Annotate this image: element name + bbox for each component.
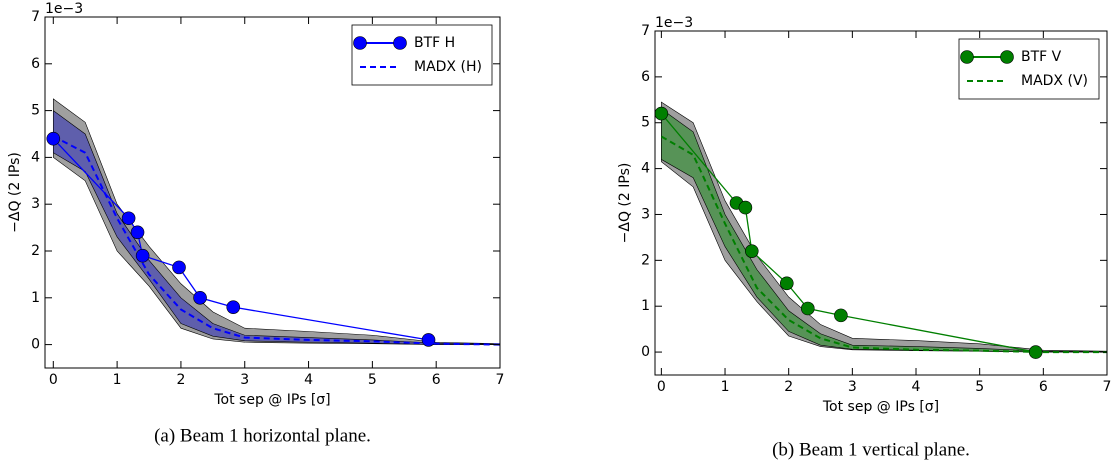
legend-label: MADX (V) [1021, 73, 1088, 89]
data-point [738, 200, 753, 215]
caption: (a) Beam 1 horizontal plane. [154, 425, 371, 446]
x-tick-label: 4 [304, 372, 313, 388]
data-point [779, 276, 794, 291]
legend-label: BTF H [414, 35, 455, 51]
data-point [46, 131, 61, 146]
data-point [121, 211, 136, 226]
x-tick-label: 5 [975, 379, 984, 395]
x-tick-label: 0 [49, 372, 58, 388]
x-tick-label: 6 [1039, 379, 1048, 395]
data-point [834, 308, 848, 323]
x-tick-label: 1 [721, 379, 730, 395]
y-tick-label: 5 [641, 115, 650, 131]
y-tick-label: 0 [31, 337, 40, 353]
data-point [130, 225, 145, 240]
x-tick-label: 4 [912, 379, 921, 395]
uncertainty-band [52, 110, 501, 345]
x-tick-label: 0 [657, 379, 666, 395]
data-point [744, 244, 759, 258]
legend-label: BTF V [1021, 49, 1062, 65]
x-tick-label: 7 [496, 372, 505, 388]
y-tick-label: 2 [641, 252, 650, 268]
offset-label: 1e−3 [655, 15, 693, 31]
legend-marker [353, 36, 367, 50]
legend-marker [960, 50, 974, 64]
y-tick-label: 1 [31, 290, 40, 306]
data-point [800, 301, 815, 316]
y-tick-label: 6 [31, 56, 40, 72]
x-tick-label: 2 [176, 372, 185, 388]
y-tick-label: 4 [641, 161, 650, 177]
y-tick-label: 5 [31, 103, 40, 119]
x-axis-label: Tot sep @ IPs [σ] [822, 399, 939, 415]
data-point [421, 333, 436, 347]
legend-box [351, 24, 493, 86]
y-axis-label: −ΔQ (2 IPs) [7, 152, 23, 233]
axes-frame [654, 30, 1108, 376]
x-tick-label: 5 [368, 372, 377, 388]
data-point [172, 260, 186, 275]
y-axis-label: −ΔQ (2 IPs) [617, 163, 633, 244]
y-tick-label: 0 [641, 344, 650, 360]
offset-label: 1e−3 [45, 1, 83, 17]
x-tick-label: 2 [784, 379, 793, 395]
y-tick-label: 2 [31, 243, 40, 259]
series-line [52, 138, 429, 341]
subplot: 0 1 2 3 4 5 6 7 0 1 2 3 4 5 6 7 1e−3 Tot sep @ IPs [σ] −ΔQ… [617, 15, 1111, 460]
x-tick-label: 1 [113, 372, 122, 388]
legend-marker [1000, 50, 1014, 64]
data-point [193, 290, 207, 305]
legend: BTF V MADX (V) [958, 38, 1100, 100]
data-point [654, 106, 669, 121]
y-tick-label: 7 [31, 9, 40, 25]
y-tick-label: 7 [641, 23, 650, 39]
caption: (b) Beam 1 vertical plane. [772, 439, 970, 460]
x-tick-label: 3 [848, 379, 857, 395]
legend-label: MADX (H) [414, 59, 482, 75]
legend-marker [393, 36, 407, 50]
y-tick-label: 4 [31, 149, 40, 165]
y-tick-label: 3 [641, 206, 650, 222]
data-point [226, 300, 241, 314]
legend: BTF H MADX (H) [351, 24, 493, 86]
x-tick-label: 3 [240, 372, 249, 388]
y-tick-label: 6 [641, 69, 650, 85]
axes-frame [44, 16, 501, 369]
x-axis-label: Tot sep @ IPs [σ] [213, 392, 330, 408]
subplot: 0 1 2 3 4 5 6 7 0 1 2 3 4 5 6 7 1e−3 Tot sep @ IPs [σ] −ΔQ… [7, 1, 504, 446]
series-line [52, 135, 501, 346]
y-tick-label: 1 [641, 298, 650, 314]
x-tick-label: 6 [432, 372, 441, 388]
legend-box [958, 38, 1100, 100]
y-tick-label: 3 [31, 196, 40, 212]
x-tick-label: 7 [1103, 379, 1112, 395]
